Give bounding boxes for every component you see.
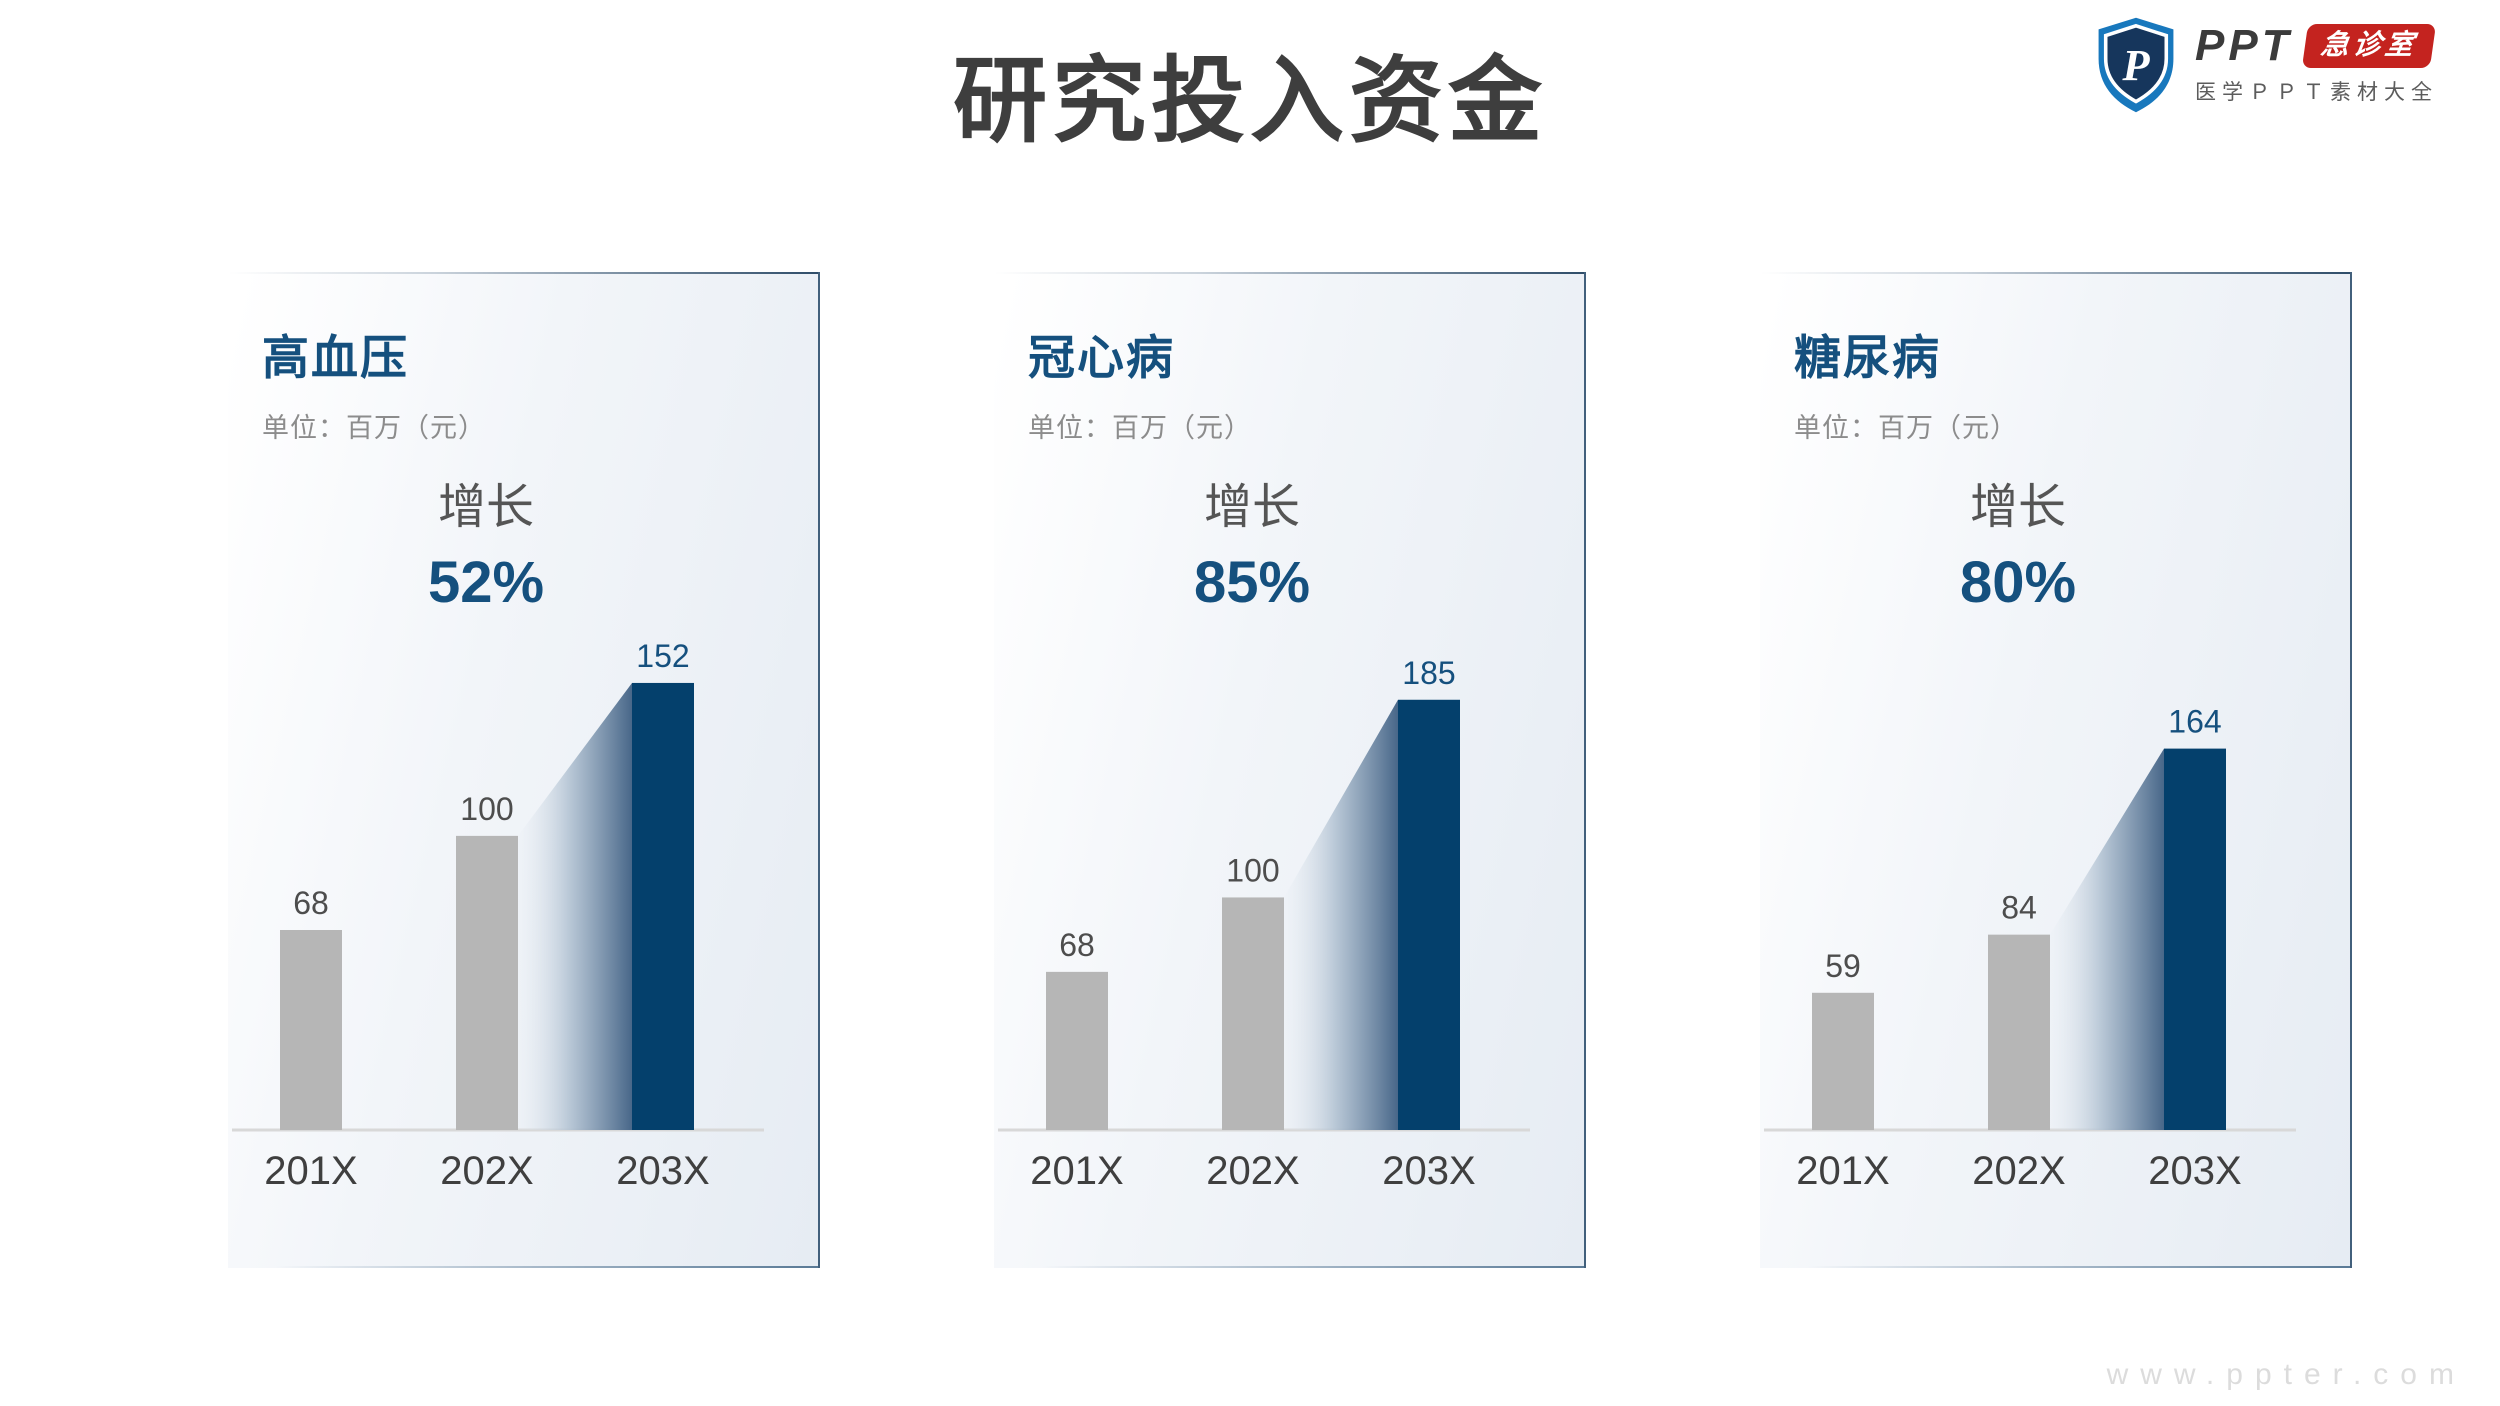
svg-text:84: 84 [2001,890,2037,926]
svg-text:203X: 203X [616,1149,709,1193]
svg-text:201X: 201X [1796,1149,1889,1193]
panel-title: 高血压 [262,331,409,384]
panel-diabetes: 糖尿病 单位：百万（元） 增长 80% 59 201X 84 202X 164 203X [1760,272,2352,1268]
growth-callout: 增长 80% [1798,481,2238,615]
svg-text:152: 152 [636,638,689,674]
panel-unit-label: 单位：百万（元） [1794,413,2018,443]
svg-text:202X: 202X [1972,1149,2065,1193]
growth-value: 80% [1959,549,2077,615]
bar-chart-hypertension: 68 201X 100 202X 152 203X [232,638,764,1193]
svg-text:100: 100 [460,791,513,827]
bar-chart-diabetes: 59 201X 84 202X 164 203X [1764,704,2296,1193]
growth-label: 增长 [1203,481,1300,534]
growth-callout: 增长 52% [266,481,706,615]
svg-text:185: 185 [1402,655,1455,691]
panel-unit-label: 单位：百万（元） [1028,413,1252,443]
panel-title: 糖尿病 [1794,331,1941,384]
shield-logo-icon: P [2098,17,2174,113]
growth-value: 85% [1193,549,1311,615]
svg-text:68: 68 [293,885,329,921]
panel-coronary-heart-disease: 冠心病 单位：百万（元） 增长 85% 68 201X 100 202X 185 203X [994,272,1586,1268]
svg-text:164: 164 [2168,704,2221,740]
svg-text:100: 100 [1226,852,1279,888]
brand-logo: P PPT 急诊室 医学ＰＰＴ素材大全 [2091,16,2438,114]
logo-text: PPT 急诊室 医学ＰＰＴ素材大全 [2195,24,2438,106]
panel-hypertension: 高血压 单位：百万（元） 增长 52% 68 201X 100 202X 152 203X [228,272,820,1268]
growth-label: 增长 [1969,481,2066,534]
logo-tagline: 医学ＰＰＴ素材大全 [2195,81,2438,104]
growth-label: 增长 [437,481,534,534]
growth-callout: 增长 85% [1032,481,1472,615]
svg-text:59: 59 [1825,948,1861,984]
panel-unit-label: 单位：百万（元） [262,413,486,443]
svg-text:68: 68 [1059,927,1095,963]
svg-text:201X: 201X [264,1149,357,1193]
shield-monogram: P [2121,40,2150,90]
logo-brand-row: PPT 急诊室 [2195,24,2438,68]
page-title: 研究投入资金 [952,48,1547,153]
svg-text:203X: 203X [1382,1149,1475,1193]
bar-chart-coronary-heart-disease: 68 201X 100 202X 185 203X [998,655,1530,1193]
svg-text:201X: 201X [1030,1149,1123,1193]
logo-brand-name: PPT [2195,21,2293,70]
panel-title: 冠心病 [1028,331,1175,384]
svg-text:202X: 202X [440,1149,533,1193]
watermark: www.ppter.com [2106,1358,2466,1391]
svg-text:203X: 203X [2148,1149,2241,1193]
growth-value: 52% [427,549,545,615]
svg-text:202X: 202X [1206,1149,1299,1193]
logo-badge: 急诊室 [2301,24,2436,68]
